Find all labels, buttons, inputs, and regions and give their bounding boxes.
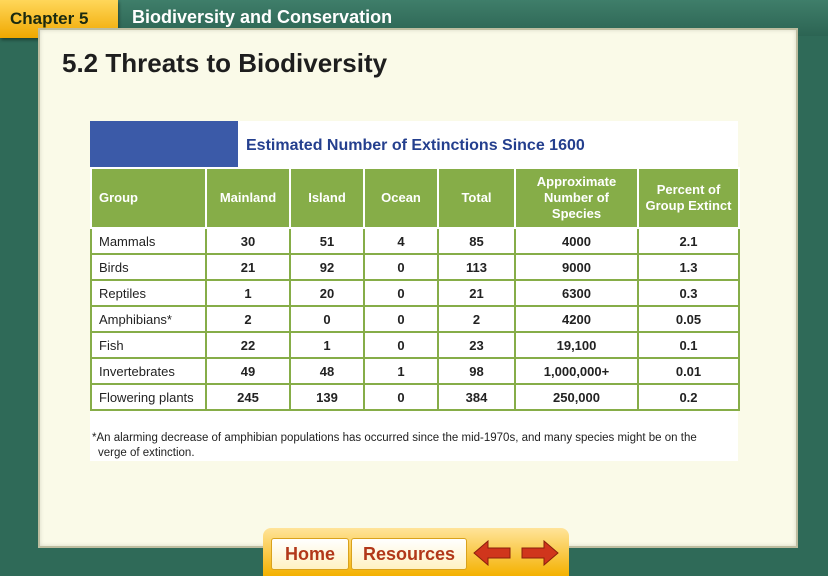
table-cell: 139 <box>289 383 365 411</box>
table-cell: 22 <box>205 331 291 359</box>
table-title-block <box>90 121 238 167</box>
column-header: Approximate Number of Species <box>514 167 639 229</box>
table-cell: 1 <box>205 279 291 307</box>
left-arrow-icon[interactable] <box>473 540 511 566</box>
table-cell: 23 <box>437 331 516 359</box>
table-cell: Birds <box>90 253 207 281</box>
table-cell: 1 <box>289 331 365 359</box>
table-row: Reptiles 1 20 0 21 6300 0.3 <box>90 279 740 307</box>
table-cell: 21 <box>437 279 516 307</box>
resources-button[interactable]: Resources <box>351 538 467 570</box>
footnote-line-1: *An alarming decrease of amphibian popul… <box>92 432 697 444</box>
table-cell: 0.1 <box>637 331 740 359</box>
table-cell: 384 <box>437 383 516 411</box>
column-header: Mainland <box>205 167 291 229</box>
table-row: Flowering plants 245 139 0 384 250,000 0… <box>90 383 740 411</box>
table-row: Birds 21 92 0 113 9000 1.3 <box>90 253 740 281</box>
table-row: Fish 22 1 0 23 19,100 0.1 <box>90 331 740 359</box>
column-header: Island <box>289 167 365 229</box>
table-cell: 0.3 <box>637 279 740 307</box>
column-header: Group <box>90 167 207 229</box>
table-cell: 2.1 <box>637 227 740 255</box>
navigation-bar: Home Resources <box>263 528 569 576</box>
table-cell: 1 <box>363 357 439 385</box>
table-cell: 1,000,000+ <box>514 357 639 385</box>
table-cell: 250,000 <box>514 383 639 411</box>
table-cell: 6300 <box>514 279 639 307</box>
table-cell: Fish <box>90 331 207 359</box>
table-cell: 0 <box>289 305 365 333</box>
table-cell: 113 <box>437 253 516 281</box>
table-cell: 51 <box>289 227 365 255</box>
home-button[interactable]: Home <box>271 538 349 570</box>
table-cell: 85 <box>437 227 516 255</box>
table-cell: 21 <box>205 253 291 281</box>
table-cell: 0 <box>363 279 439 307</box>
column-header: Ocean <box>363 167 439 229</box>
table-header-row: Group Mainland Island Ocean Total Approx… <box>90 167 740 229</box>
table-cell: 0 <box>363 253 439 281</box>
table-cell: 2 <box>205 305 291 333</box>
table-cell: 4000 <box>514 227 639 255</box>
table-cell: 19,100 <box>514 331 639 359</box>
table-cell: 1.3 <box>637 253 740 281</box>
extinctions-table-figure: Estimated Number of Extinctions Since 16… <box>90 121 740 461</box>
header-title: Biodiversity and Conservation <box>132 7 393 27</box>
table-cell: 4200 <box>514 305 639 333</box>
chapter-label: Chapter 5 <box>10 9 89 28</box>
column-header: Percent of Group Extinct <box>637 167 740 229</box>
table-cell: Reptiles <box>90 279 207 307</box>
table-cell: 20 <box>289 279 365 307</box>
table-cell: 49 <box>205 357 291 385</box>
table-cell: 0.2 <box>637 383 740 411</box>
table-cell: 245 <box>205 383 291 411</box>
table-cell: 0.01 <box>637 357 740 385</box>
table-cell: 0 <box>363 383 439 411</box>
table-title: Estimated Number of Extinctions Since 16… <box>246 137 585 154</box>
table-cell: 98 <box>437 357 516 385</box>
table-row: Amphibians* 2 0 0 2 4200 0.05 <box>90 305 740 333</box>
table-row: Invertebrates 49 48 1 98 1,000,000+ 0.01 <box>90 357 740 385</box>
table-row: Mammals 30 51 4 85 4000 2.1 <box>90 227 740 255</box>
column-header: Total <box>437 167 516 229</box>
table-cell: 4 <box>363 227 439 255</box>
right-arrow-icon[interactable] <box>521 540 559 566</box>
table-cell: 0.05 <box>637 305 740 333</box>
table-cell: Flowering plants <box>90 383 207 411</box>
table-cell: 0 <box>363 331 439 359</box>
table-title-area: Estimated Number of Extinctions Since 16… <box>238 121 738 167</box>
table-cell: 0 <box>363 305 439 333</box>
table-cell: 9000 <box>514 253 639 281</box>
table-cell: 92 <box>289 253 365 281</box>
table-footnote: *An alarming decrease of amphibian popul… <box>92 431 742 461</box>
table-cell: 2 <box>437 305 516 333</box>
table-cell: Amphibians* <box>90 305 207 333</box>
table-cell: 30 <box>205 227 291 255</box>
table-cell: 48 <box>289 357 365 385</box>
extinctions-table: Group Mainland Island Ocean Total Approx… <box>90 167 740 411</box>
table-cell: Invertebrates <box>90 357 207 385</box>
footnote-line-2: verge of extinction. <box>98 447 195 459</box>
section-title: 5.2 Threats to Biodiversity <box>62 48 388 78</box>
table-cell: Mammals <box>90 227 207 255</box>
